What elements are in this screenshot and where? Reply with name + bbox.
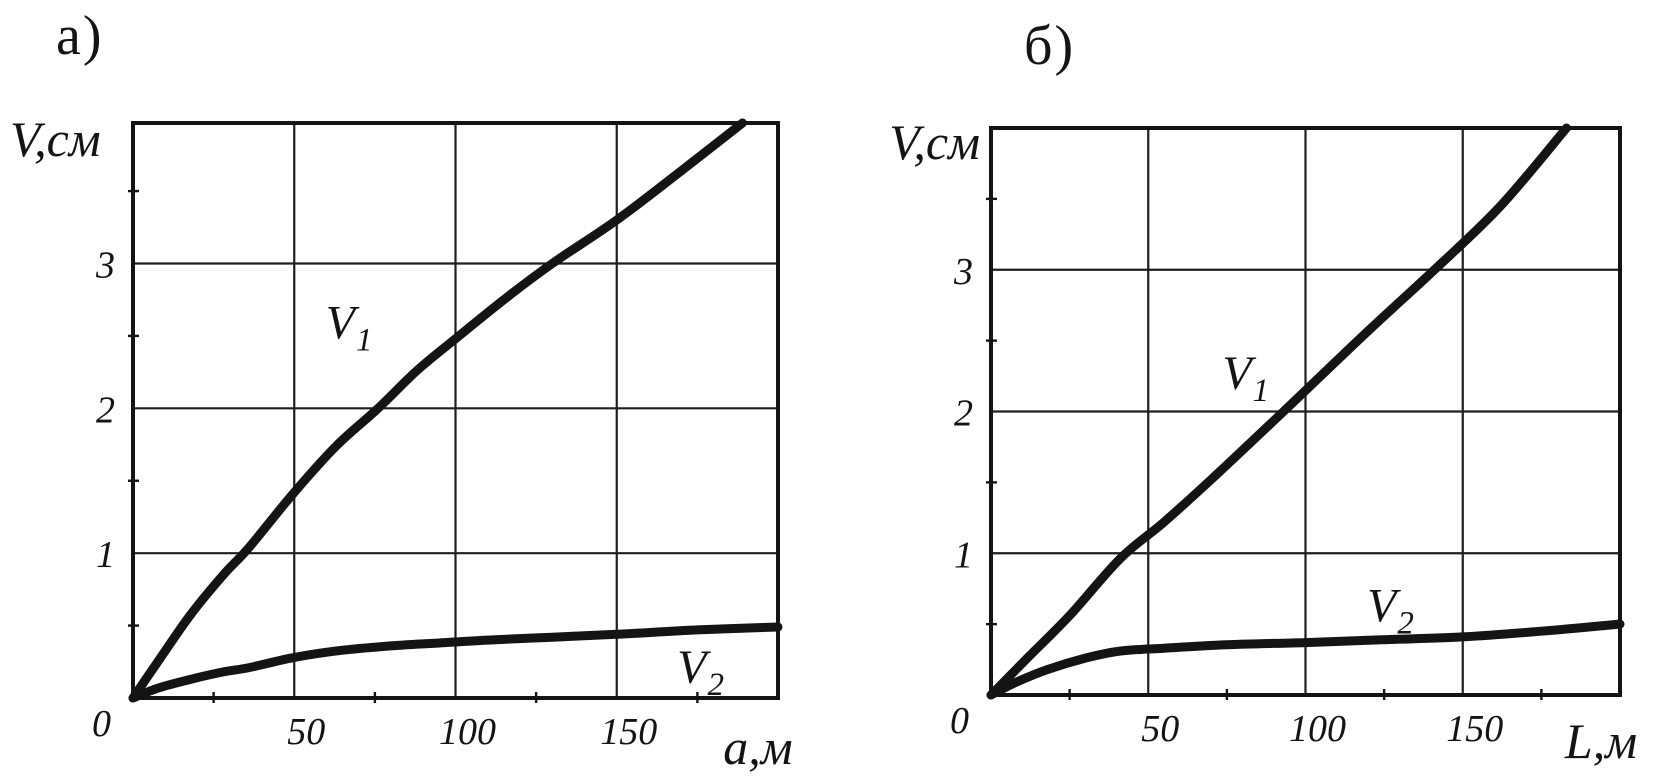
- curve-V1: [986, 123, 1571, 700]
- curve-V2: [986, 619, 1625, 700]
- curve-label-V1: V1: [1222, 347, 1269, 409]
- y-tick-label-1: 1: [954, 534, 973, 576]
- curve-V2: [128, 622, 783, 703]
- plot-border: [131, 121, 780, 700]
- x-tick-label-50: 50: [1141, 708, 1179, 750]
- y-tick-label-3: 3: [953, 251, 973, 293]
- x-tick-label-150: 150: [1446, 708, 1503, 750]
- x-axis-label-a: а,м: [723, 719, 793, 775]
- y-tick-label-1: 1: [96, 534, 115, 576]
- y-tick-label-2: 2: [96, 389, 115, 431]
- y-axis-label-b: V,см: [889, 114, 980, 170]
- y-axis-label-a: V,см: [10, 111, 101, 167]
- panel-label-a: а): [56, 5, 104, 67]
- curve-V1: [128, 118, 747, 703]
- y-tick-label-3: 3: [95, 244, 115, 286]
- curve-label-V1: V1: [326, 296, 373, 358]
- x-tick-label-100: 100: [1289, 708, 1346, 750]
- origin-tick-label: 0: [92, 703, 111, 745]
- x-axis-label-b: L,м: [1564, 713, 1638, 769]
- y-tick-label-2: 2: [954, 393, 973, 435]
- plot-border: [989, 126, 1622, 697]
- curve-label-V2: V2: [677, 641, 724, 703]
- x-tick-label-100: 100: [439, 711, 496, 753]
- panel-label-b: б): [1024, 15, 1076, 77]
- curve-label-V2: V2: [1367, 579, 1414, 641]
- origin-tick-label: 0: [950, 700, 969, 742]
- x-tick-label-50: 50: [287, 711, 325, 753]
- x-tick-label-150: 150: [600, 711, 657, 753]
